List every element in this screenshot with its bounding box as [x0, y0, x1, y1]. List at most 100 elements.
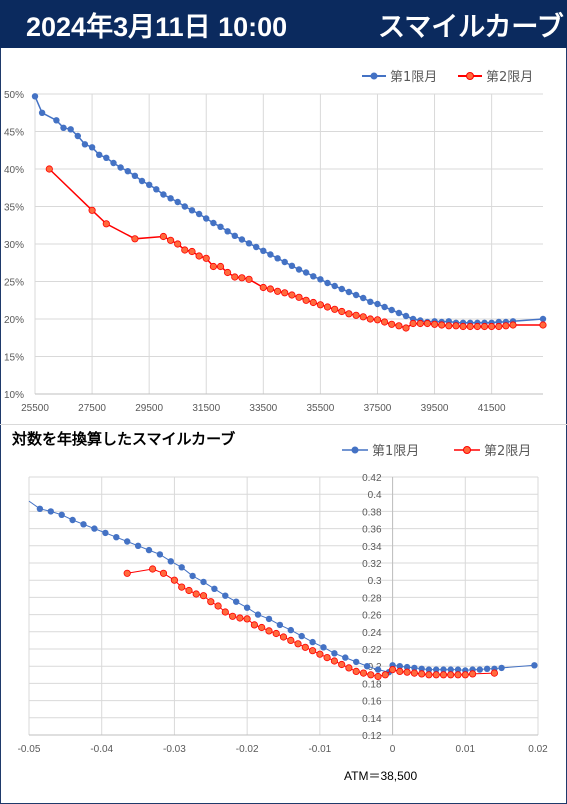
c1-series-2-point	[295, 293, 303, 301]
c2-series-1-point	[265, 615, 273, 623]
c2-series-2-point	[432, 671, 440, 679]
c1-series-1-point	[402, 312, 410, 320]
c1-series-1-point	[153, 186, 160, 193]
c1-legend-second-marker	[466, 72, 474, 80]
c2-legend: 第1限月 第2限月	[342, 444, 531, 459]
c2-y-tick-label: 0.14	[362, 714, 382, 725]
c2-x-tick-labels: -0.05 -0.04 -0.03 -0.02 -0.01 0 0.01 0.02	[18, 744, 549, 755]
c2-series-1-point	[178, 564, 185, 571]
c1-series-2-point	[345, 310, 353, 318]
c2-x-tick-label: -0.04	[90, 744, 113, 755]
c1-series-2-point	[395, 322, 403, 330]
c1-series-2-point	[359, 313, 367, 321]
c2-legend-second-marker	[463, 446, 471, 454]
c2-series-1-point	[531, 662, 538, 669]
c2-series-2-point	[250, 621, 258, 629]
c1-series-1-point	[381, 303, 388, 311]
header-bar: 2024年3月11日 10:00 スマイルカーブ	[0, 0, 567, 48]
c2-x-tick-label: -0.02	[236, 744, 259, 755]
c1-series-2-point	[281, 289, 289, 297]
c1-series-1-point	[224, 228, 231, 235]
c2-y-tick-label: 0.38	[362, 507, 382, 518]
c1-series-1-point	[231, 232, 238, 239]
c1-series-2-point	[131, 235, 139, 243]
c1-series-2-point	[159, 232, 167, 241]
c1-series-1-point	[138, 177, 146, 185]
c2-x-tick-label: -0.01	[308, 744, 331, 755]
c2-series-2-point	[461, 671, 469, 679]
c2-legend-second-label: 第2限月	[484, 444, 531, 459]
c2-y-tick-label: 0.32	[362, 559, 382, 570]
c1-x-tick-label: 39500	[421, 403, 449, 414]
c2-series-1-point	[433, 666, 440, 673]
c1-series-2-point	[487, 322, 496, 331]
c1-series-2-point	[331, 305, 339, 313]
c1-series-1-point	[324, 279, 331, 287]
c2-series-2-point	[374, 672, 382, 681]
c1-series-2-point	[495, 322, 503, 331]
c1-series-2-point	[181, 246, 189, 254]
c1-series-2-point	[224, 268, 232, 277]
c2-x-tick-label: 0.01	[456, 744, 476, 755]
c2-series-1-point	[411, 664, 418, 672]
c1-series-1-point	[110, 159, 117, 167]
c1-legend-second-label: 第2限月	[486, 70, 533, 85]
c2-series-2-point	[207, 598, 215, 606]
c1-series-1-point	[288, 262, 296, 269]
c1-series-2-point	[316, 301, 324, 309]
c1-series-2-point	[438, 321, 446, 329]
c2-y-tick-label: 0.16	[362, 697, 382, 708]
c2-axes	[29, 477, 538, 736]
c1-series-1-point	[395, 309, 403, 317]
c1-series-1-point	[88, 144, 96, 151]
c1-series-2-point	[366, 315, 374, 323]
c1-y-tick-label: 25%	[4, 278, 24, 289]
c2-y-tick-label: 0.34	[362, 542, 382, 553]
c1-x-tick-label: 33500	[249, 403, 277, 414]
c1-series-2-point	[302, 296, 310, 304]
c2-series-2-point	[403, 668, 411, 676]
smile-curve-chart: 10% 15% 20% 25% 30% 35% 40% 45% 50% 25500 27500 29…	[4, 70, 547, 414]
c2-series-2-point	[425, 671, 433, 679]
c1-series-2-point	[466, 322, 474, 331]
c1-series-1-point	[160, 191, 167, 198]
c1-legend: 第1限月 第2限月	[362, 70, 533, 85]
c2-series-2-point	[192, 590, 200, 598]
c1-series-2-point	[509, 321, 517, 329]
c2-series-2-point	[308, 647, 317, 655]
c2-series-1-point	[233, 598, 240, 605]
c1-series-2-point	[323, 303, 332, 311]
c1-legend-first-label: 第1限月	[390, 70, 437, 85]
c2-series-1-point	[145, 546, 153, 554]
c2-series-1-point	[47, 508, 54, 515]
c1-series-1-point	[174, 198, 181, 206]
c2-x-tick-label: -0.03	[163, 744, 186, 755]
c1-series-1-point	[302, 269, 310, 276]
c2-series-1-point	[222, 592, 229, 599]
c1-series-1-line	[34, 96, 544, 324]
c2-series-1-point	[353, 658, 360, 666]
c1-gridlines	[34, 93, 543, 395]
c1-series	[31, 93, 547, 332]
c2-legend-first-marker	[351, 446, 359, 454]
c1-series-1-point	[310, 273, 317, 280]
c1-series-2-point	[402, 324, 410, 332]
c2-series-1-point	[309, 638, 316, 646]
c2-series-2-point	[287, 636, 295, 644]
c1-series-1-point	[274, 255, 281, 262]
c1-series-1-point	[267, 251, 274, 258]
c1-series-1-point	[210, 219, 217, 227]
c1-series-1-point	[360, 294, 367, 302]
c2-series-2-point	[294, 640, 302, 648]
c2-series-1-point	[342, 654, 349, 661]
c2-series-1-point	[58, 511, 65, 518]
c1-series-2-point	[416, 319, 424, 328]
c1-series-2-point	[259, 283, 267, 292]
c1-series-1-point	[67, 126, 74, 133]
chart-divider	[0, 424, 567, 425]
c2-y-tick-label: 0.42	[362, 473, 382, 484]
c2-series-2-point	[170, 576, 178, 584]
c1-series-1-point	[31, 93, 39, 100]
c2-series-2-point	[301, 643, 309, 651]
c1-x-tick-labels: 25500 27500 29500 31500 33500 35500 37500 39500…	[21, 403, 506, 414]
